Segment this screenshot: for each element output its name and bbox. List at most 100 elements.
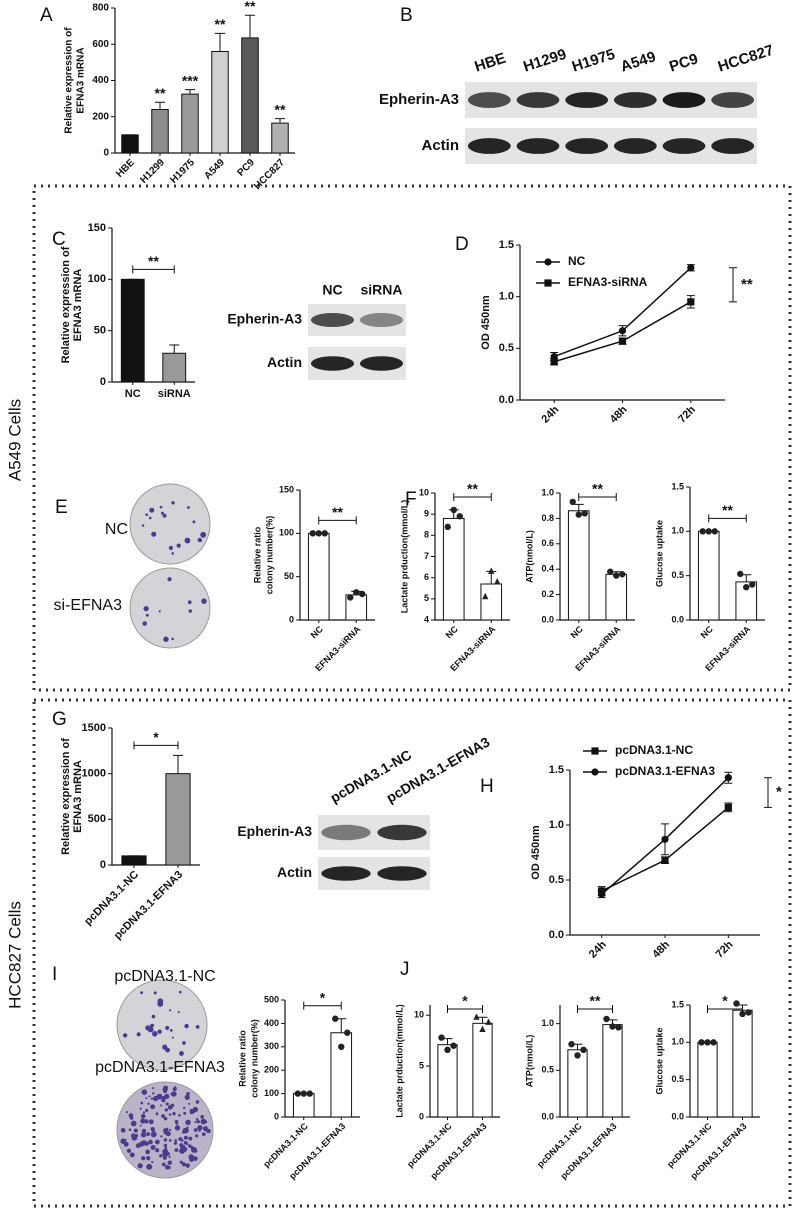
data-point <box>294 1090 301 1097</box>
y-axis-label: ATP(nmol/L) <box>524 530 534 583</box>
y-axis-label: EFNA3 mRNA <box>72 760 84 833</box>
data-point <box>482 592 489 600</box>
bar <box>732 1009 753 1118</box>
colony <box>148 1119 154 1125</box>
y-axis-label: Relative expression of <box>60 738 72 855</box>
blot-lane-label: H1975 <box>570 46 617 76</box>
y-tick-label: 100 <box>88 273 106 285</box>
colony <box>168 545 173 550</box>
colony <box>167 577 172 582</box>
colony <box>158 610 161 613</box>
colony <box>160 511 164 515</box>
data-point <box>711 528 718 535</box>
colony <box>163 1085 168 1091</box>
colony <box>150 1131 157 1138</box>
colony <box>130 1133 136 1139</box>
bar <box>567 510 590 621</box>
error-bar <box>155 101 165 110</box>
legend-label: pcDNA3.1-NC <box>615 743 693 757</box>
colony <box>165 1025 170 1030</box>
data-point <box>733 1000 740 1007</box>
colony <box>144 1141 149 1146</box>
blot-lane-label: NC <box>322 282 342 298</box>
colony <box>181 1144 185 1149</box>
colony <box>188 1136 193 1141</box>
data-point <box>749 581 756 588</box>
colony <box>178 1114 181 1117</box>
data-point <box>568 1041 575 1048</box>
colony <box>165 1131 171 1137</box>
y-tick-label: 0.0 <box>549 929 564 941</box>
colony <box>154 1139 160 1145</box>
colony <box>198 539 202 543</box>
y-tick-label: 400 <box>92 75 109 86</box>
x-tick-label: 24h <box>539 404 561 426</box>
colony <box>151 1160 154 1164</box>
panel-letter: D <box>455 234 469 255</box>
colony <box>160 1104 163 1107</box>
line-point <box>724 774 732 782</box>
line-point <box>618 337 627 345</box>
panel-letter: G <box>52 709 67 730</box>
data-point <box>344 1029 351 1036</box>
colony <box>152 1129 155 1133</box>
colony <box>199 1126 202 1130</box>
data-point <box>300 1090 307 1097</box>
section-label: A549 Cells <box>5 399 24 481</box>
significance-label: * <box>153 729 159 745</box>
colony <box>140 1113 146 1119</box>
data-point <box>615 1024 622 1031</box>
colony <box>120 1127 126 1133</box>
colony <box>128 1128 132 1132</box>
colony <box>206 1128 211 1134</box>
legend-marker <box>591 768 599 776</box>
significance-bracket <box>577 1005 613 1013</box>
data-point <box>353 589 360 596</box>
blot-band <box>516 92 560 108</box>
colony <box>146 1156 151 1161</box>
colony <box>139 1141 145 1147</box>
colony <box>165 1102 169 1106</box>
colony <box>171 1036 174 1039</box>
colony <box>165 1127 169 1132</box>
blot-band <box>613 138 657 154</box>
blot-band <box>711 92 755 108</box>
y-tick-label: 10 <box>419 487 429 497</box>
y-axis-label: Relative expression of <box>60 246 72 363</box>
data-point <box>574 1052 581 1059</box>
blot-band <box>565 92 609 108</box>
colony <box>151 531 157 537</box>
blot-row-label: Epherin-A3 <box>237 823 312 839</box>
colony <box>152 1087 155 1090</box>
colony <box>163 1138 168 1142</box>
blot-row-label: Epherin-A3 <box>379 91 459 108</box>
colony <box>200 1115 204 1119</box>
colony <box>175 1121 179 1125</box>
significance-bracket <box>318 516 357 525</box>
blot-band <box>321 866 371 881</box>
legend-label: pcDNA3.1-EFNA3 <box>615 764 715 778</box>
dish <box>116 979 208 1071</box>
y-tick-label: 1500 <box>82 722 106 734</box>
y-tick-label: 50 <box>94 325 106 337</box>
colony <box>145 1108 149 1113</box>
significance-bracket <box>729 267 737 303</box>
bar <box>480 583 503 621</box>
significance-label: * <box>320 989 326 1005</box>
y-tick-label: 0.5 <box>499 342 514 354</box>
colony <box>173 1141 178 1145</box>
colony <box>174 1139 178 1142</box>
colony <box>149 1024 154 1028</box>
y-tick-label: 5 <box>419 1060 424 1070</box>
y-axis-label: Lactate prduction(mmol/L) <box>399 500 409 614</box>
panel-letter: E <box>55 497 68 518</box>
error-bar <box>275 118 285 124</box>
legend-marker <box>544 279 552 287</box>
colony <box>179 1051 184 1056</box>
x-tick-label: 72h <box>714 939 736 961</box>
colony <box>149 507 155 513</box>
significance-label: ** <box>155 85 166 101</box>
blot-band <box>662 92 706 108</box>
x-tick-label: 72h <box>676 404 698 426</box>
blot-band <box>467 138 511 154</box>
